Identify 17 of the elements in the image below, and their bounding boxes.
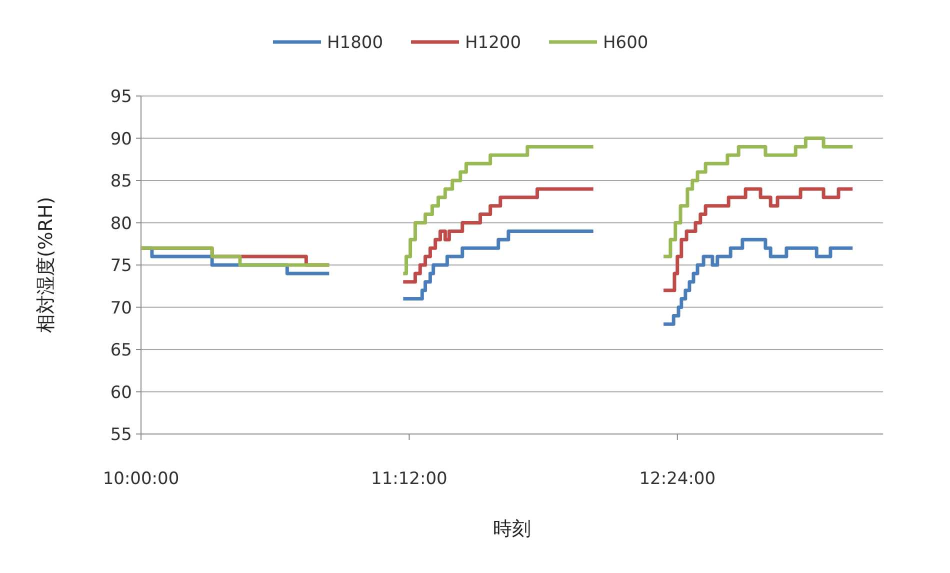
- legend-label: H1800: [327, 33, 384, 53]
- y-tick-label: 85: [110, 172, 132, 192]
- y-tick-label: 65: [110, 340, 132, 360]
- x-tick-label: 12:24:00: [639, 469, 716, 489]
- y-axis-title: 相対湿度(%RH): [35, 196, 57, 334]
- x-tick-label: 11:12:00: [371, 469, 448, 489]
- x-axis-title: 時刻: [493, 518, 531, 540]
- y-tick-label: 95: [110, 87, 132, 107]
- y-tick-label: 70: [110, 298, 132, 318]
- y-tick-label: 55: [110, 425, 132, 445]
- y-tick-label: 75: [110, 256, 132, 276]
- legend-label: H600: [603, 33, 648, 53]
- y-tick-label: 60: [110, 382, 132, 403]
- y-tick-label: 80: [110, 214, 132, 234]
- legend-label: H1200: [465, 33, 522, 53]
- y-tick-label: 90: [110, 129, 132, 150]
- x-tick-label: 10:00:00: [102, 469, 180, 489]
